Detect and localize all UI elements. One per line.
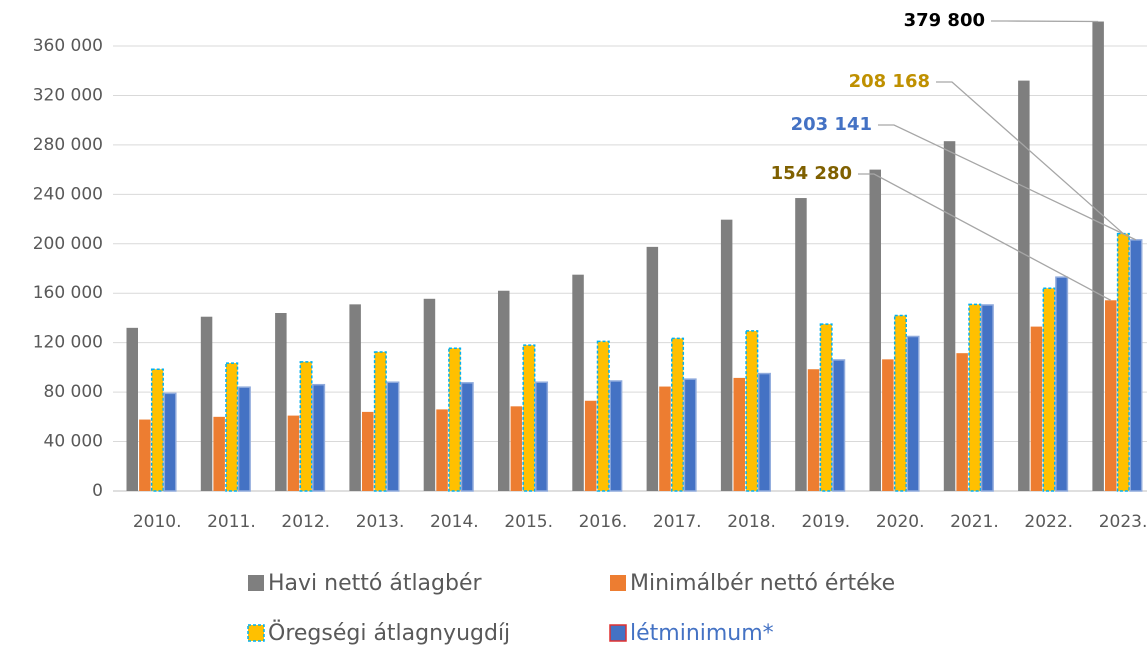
bar <box>572 274 584 491</box>
bar <box>522 344 536 492</box>
bar <box>448 347 462 492</box>
x-tick-label: 2018. <box>727 512 776 532</box>
y-tick-label: 200 000 <box>33 234 103 254</box>
x-tick-label: 2021. <box>950 512 999 532</box>
bar <box>386 381 400 492</box>
bar <box>1018 80 1030 491</box>
x-tick-label: 2017. <box>653 512 702 532</box>
x-tick-label: 2014. <box>430 512 479 532</box>
bar <box>275 313 287 491</box>
bar <box>943 141 956 492</box>
bar <box>807 369 820 491</box>
y-tick-label: 280 000 <box>33 135 103 155</box>
y-tick-label: 120 000 <box>33 333 103 353</box>
bar <box>968 303 982 492</box>
bar <box>882 359 894 491</box>
bar <box>139 419 151 491</box>
bar <box>720 219 733 491</box>
x-tick-label: 2013. <box>356 512 405 532</box>
bar <box>646 246 659 491</box>
data-label: 203 141 <box>791 114 872 135</box>
bar <box>683 378 697 492</box>
x-tick-label: 2010. <box>133 512 182 532</box>
data-label: 379 800 <box>904 10 985 31</box>
legend-label: Öregségi átlagnyugdíj <box>268 620 510 646</box>
bar <box>510 406 523 491</box>
bar <box>498 290 510 491</box>
x-tick-label: 2011. <box>207 512 256 532</box>
x-tick-label: 2019. <box>802 512 851 532</box>
leader-line <box>858 173 1112 301</box>
bar <box>225 362 239 492</box>
bar <box>163 392 177 492</box>
x-tick-label: 2015. <box>504 512 553 532</box>
bar <box>832 359 846 492</box>
x-tick-label: 2023. <box>1099 512 1147 532</box>
bar <box>893 314 907 492</box>
bar <box>1129 239 1143 492</box>
bar <box>287 415 300 491</box>
y-tick-label: 160 000 <box>33 283 103 303</box>
bar <box>584 400 597 491</box>
leader-line <box>878 124 1137 241</box>
bar <box>349 304 361 491</box>
x-tick-label: 2012. <box>281 512 330 532</box>
bar <box>1105 300 1117 491</box>
bar <box>1042 287 1056 492</box>
y-tick-label: 240 000 <box>33 184 103 204</box>
x-tick-label: 2020. <box>876 512 925 532</box>
bar <box>1092 21 1104 492</box>
bar <box>757 372 771 492</box>
data-label: 154 280 <box>771 163 852 184</box>
bar <box>1055 276 1069 492</box>
bar <box>869 169 881 491</box>
bar <box>299 361 313 492</box>
bar <box>609 380 623 492</box>
bar <box>745 330 759 492</box>
bar <box>200 316 213 491</box>
bar <box>956 353 968 491</box>
leader-line <box>936 81 1124 235</box>
leader-line <box>991 20 1099 23</box>
bar <box>150 368 164 492</box>
bar <box>535 381 549 492</box>
bar <box>980 304 994 492</box>
legend-label: Havi nettó átlagbér <box>268 571 482 596</box>
bar <box>733 377 745 491</box>
bar <box>312 383 326 492</box>
bar <box>237 386 251 492</box>
y-tick-label: 40 000 <box>44 432 103 452</box>
x-tick-label: 2016. <box>579 512 628 532</box>
bar <box>213 416 225 491</box>
bar <box>1030 326 1043 491</box>
bar <box>126 327 138 491</box>
bar <box>671 337 685 492</box>
bar <box>659 386 671 491</box>
x-tick-label: 2022. <box>1024 512 1073 532</box>
legend-swatch <box>248 575 264 591</box>
legend-swatch <box>609 624 627 642</box>
bar <box>819 323 833 492</box>
bar <box>423 298 436 491</box>
legend-swatch <box>247 624 265 642</box>
bar <box>436 409 448 491</box>
bar <box>460 382 474 492</box>
y-tick-label: 80 000 <box>44 382 103 402</box>
legend-swatch <box>610 575 626 591</box>
legend-label: létminimum* <box>630 621 774 646</box>
bar <box>373 351 387 492</box>
y-tick-label: 360 000 <box>33 36 103 56</box>
data-label: 208 168 <box>849 71 930 92</box>
bar <box>596 340 610 492</box>
y-tick-label: 320 000 <box>33 85 103 105</box>
bar <box>795 198 807 491</box>
bar <box>1116 232 1130 492</box>
bar <box>906 335 920 492</box>
y-tick-label: 0 <box>92 481 103 501</box>
legend-label: Minimálbér nettó értéke <box>630 571 895 596</box>
bar <box>362 411 374 491</box>
